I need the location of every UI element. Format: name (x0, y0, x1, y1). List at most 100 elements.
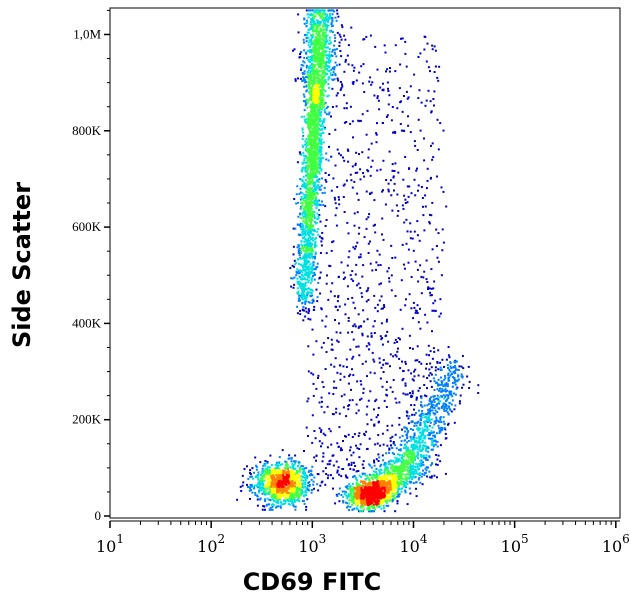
data-point (405, 242, 408, 245)
data-point (435, 245, 438, 247)
data-point (290, 492, 293, 495)
data-point (443, 389, 446, 392)
data-point (378, 299, 381, 302)
data-point (307, 308, 310, 311)
data-point (418, 472, 421, 475)
data-point (297, 462, 300, 465)
data-point (309, 45, 311, 48)
data-point (310, 43, 313, 46)
data-point (297, 77, 299, 80)
data-point (381, 190, 384, 193)
data-point (302, 266, 304, 269)
data-point (411, 347, 414, 350)
data-point (314, 437, 317, 440)
data-point (354, 273, 357, 276)
data-point (256, 495, 259, 498)
data-point (271, 498, 274, 501)
data-point (421, 197, 424, 199)
data-point (353, 461, 355, 464)
data-point (314, 184, 317, 187)
data-point (386, 501, 389, 504)
data-point (305, 256, 307, 259)
data-point (433, 474, 436, 477)
data-point (249, 497, 251, 500)
data-point (453, 377, 456, 380)
data-point (363, 432, 366, 435)
data-point (333, 66, 336, 68)
data-point (454, 381, 457, 384)
data-point (417, 420, 420, 423)
data-point (320, 100, 323, 103)
data-point (315, 340, 318, 343)
data-point (332, 477, 334, 480)
data-point (297, 297, 300, 300)
data-point (324, 172, 327, 174)
data-point (413, 440, 416, 443)
data-point (394, 131, 396, 134)
data-point (300, 489, 303, 491)
data-point (362, 172, 365, 174)
data-point (351, 508, 354, 511)
data-point (326, 34, 329, 37)
data-point (261, 470, 264, 473)
data-point (323, 89, 326, 92)
data-point (373, 423, 376, 426)
data-point (253, 471, 255, 474)
data-point (308, 224, 311, 227)
data-point (351, 270, 354, 273)
data-point (399, 338, 401, 341)
data-point (312, 161, 315, 164)
data-point (401, 454, 404, 457)
data-point (305, 310, 308, 313)
data-point (311, 160, 314, 163)
data-point (297, 215, 300, 218)
data-point (315, 207, 318, 209)
data-point (322, 156, 325, 159)
data-point (255, 465, 258, 468)
data-point (361, 334, 364, 337)
data-point (425, 458, 428, 461)
data-point (398, 493, 401, 496)
data-point (305, 187, 308, 190)
data-point (312, 14, 315, 16)
data-point (314, 70, 317, 73)
data-point (311, 237, 314, 240)
data-point (350, 26, 353, 29)
data-point (449, 409, 452, 411)
data-point (306, 166, 309, 169)
data-point (307, 370, 310, 373)
data-point (311, 146, 314, 149)
data-point (445, 382, 448, 384)
data-point (325, 19, 327, 22)
data-point (310, 192, 313, 195)
data-point (462, 383, 465, 386)
data-point (302, 230, 305, 233)
data-point (307, 194, 310, 197)
data-point (411, 471, 414, 474)
data-point (322, 75, 325, 78)
data-point (385, 462, 388, 465)
data-point (348, 399, 351, 402)
data-point (317, 69, 320, 72)
data-point (269, 487, 271, 490)
data-point (312, 167, 315, 170)
data-point (413, 404, 416, 407)
data-point (254, 493, 257, 496)
data-point (318, 167, 321, 170)
data-point (387, 340, 390, 343)
data-point (308, 276, 310, 279)
data-point (303, 186, 306, 189)
data-point (312, 168, 315, 171)
data-point (346, 495, 349, 498)
data-point (392, 355, 395, 358)
data-point (294, 499, 296, 502)
data-point (313, 75, 316, 78)
data-point (307, 156, 310, 159)
data-point (396, 502, 399, 505)
data-point (309, 171, 312, 174)
data-point (359, 398, 361, 401)
data-point (335, 207, 338, 210)
data-point (374, 508, 377, 511)
data-point (307, 237, 310, 240)
data-point (409, 474, 412, 476)
